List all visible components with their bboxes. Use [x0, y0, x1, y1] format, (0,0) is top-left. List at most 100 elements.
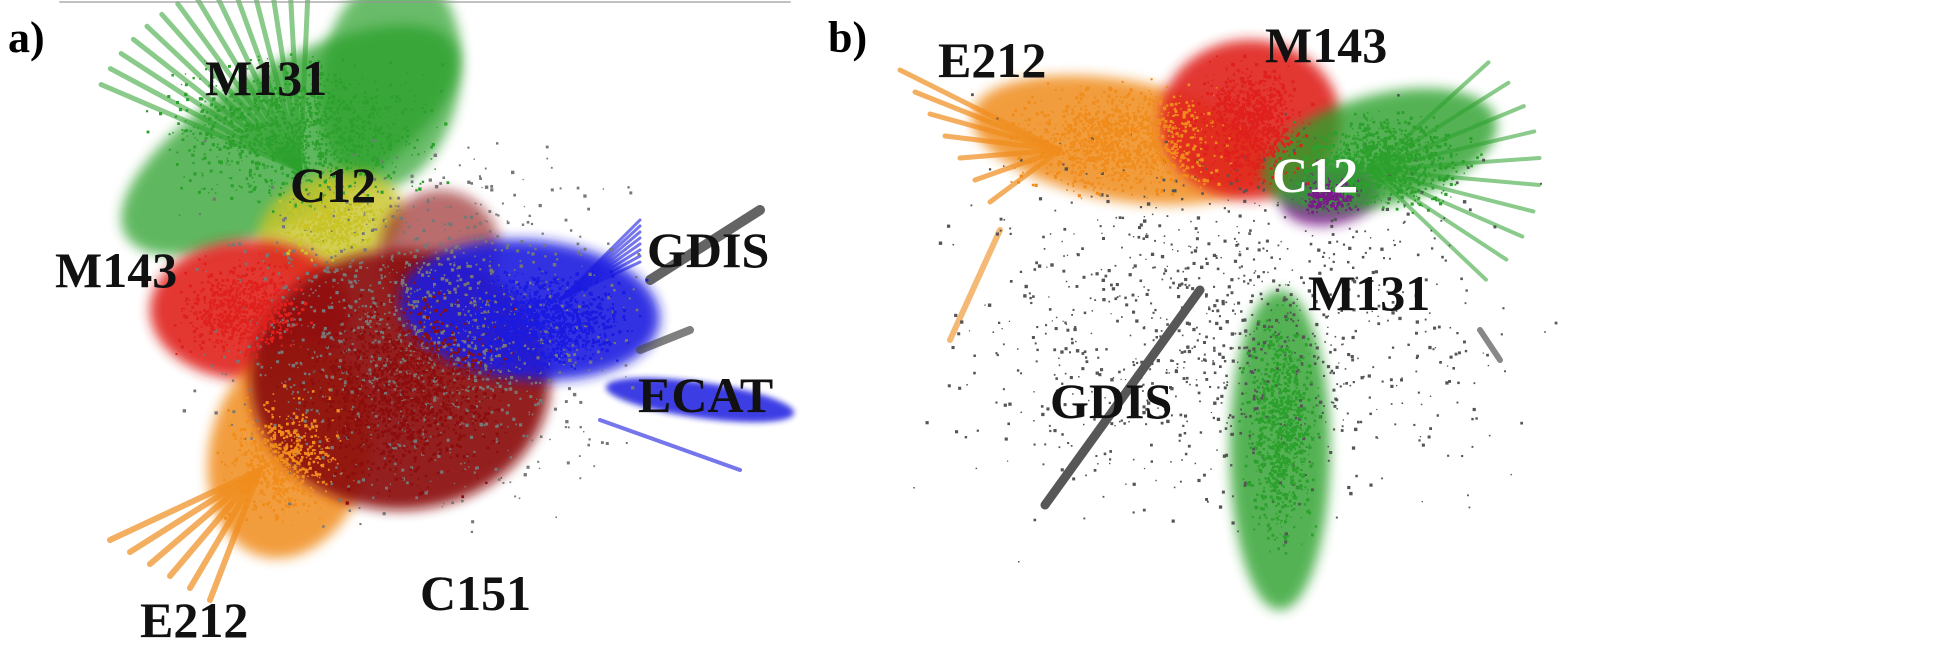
cluster-m131-point [269, 179, 273, 182]
cluster-e212-point [268, 472, 271, 475]
cluster-m143-point [255, 334, 258, 337]
cluster-m131-point [280, 187, 282, 189]
background-speck [494, 338, 497, 341]
cluster-m131-point [279, 107, 281, 109]
cluster-e212-point [319, 458, 321, 460]
cluster-m131-point [178, 214, 181, 216]
cluster-c12-point [309, 204, 311, 206]
cluster-m131-point [370, 97, 373, 100]
cluster-c12-point [335, 215, 338, 218]
background-speck [439, 321, 441, 323]
cluster-c12-point [325, 204, 329, 208]
background-speck [380, 330, 384, 335]
background-speck [580, 249, 583, 251]
background-speck [282, 225, 286, 229]
cluster-e212-point [311, 390, 315, 393]
background-speck [576, 242, 580, 246]
cluster-m131-point [430, 109, 434, 112]
cluster-e212-point [282, 436, 286, 440]
cluster-m131-point [172, 132, 174, 134]
cluster-e212-point [267, 470, 270, 473]
cluster-m131-point [253, 173, 256, 176]
cluster-c151-point [421, 325, 424, 329]
cluster-m131-point [235, 144, 238, 147]
cluster-m143-point [237, 319, 239, 321]
background-speck [384, 275, 387, 278]
background-speck [581, 265, 583, 267]
cluster-c151-point [415, 349, 418, 352]
cluster-c151-point [383, 368, 386, 371]
background-speck [464, 468, 467, 471]
cluster-e212-point [281, 496, 283, 499]
background-speck [279, 320, 282, 323]
cluster-m131-point [214, 121, 217, 124]
background-speck [530, 222, 534, 226]
cluster-c12-point [356, 221, 358, 223]
cluster-m131-point [295, 124, 299, 127]
background-speck [572, 392, 577, 397]
cluster-c12-point [303, 213, 307, 216]
background-speck [231, 379, 235, 382]
cluster-m131-point [300, 109, 303, 112]
background-speck [474, 255, 476, 258]
cluster-c151-point [428, 368, 430, 370]
cluster-c151-point [447, 424, 449, 426]
cluster-m131-point [219, 136, 222, 139]
background-speck [286, 319, 289, 323]
cluster-m143-point [246, 322, 249, 325]
background-speck [412, 305, 415, 308]
cluster-c151-point [395, 342, 397, 344]
cluster-m131-point [302, 129, 306, 133]
cluster-m131-point [254, 127, 258, 131]
background-speck [468, 375, 471, 378]
cluster-m131-point [416, 138, 419, 142]
cluster-e212-point [331, 419, 334, 422]
cluster-m131-point [268, 144, 272, 148]
cluster-e212-point [232, 432, 236, 436]
cluster-m131-point [295, 166, 299, 169]
background-speck [410, 466, 414, 470]
cluster-c151-point [435, 344, 438, 347]
cluster-m131-point [287, 142, 289, 145]
cluster-c151-point [310, 378, 313, 382]
cluster-m143-point [227, 318, 231, 322]
cluster-m131-point [231, 140, 235, 144]
cluster-m143-point [262, 272, 265, 275]
cluster-m131-point [210, 103, 214, 107]
cluster-m143-point [193, 299, 195, 301]
cluster-e212-point [224, 463, 227, 466]
background-speck [373, 177, 377, 181]
background-speck [467, 385, 471, 389]
cluster-c12-point [298, 244, 302, 247]
cluster-e212-point [245, 518, 249, 521]
background-speck [597, 335, 600, 339]
cluster-c12-point [316, 218, 319, 221]
cluster-e212-point [252, 440, 256, 444]
background-speck [635, 276, 638, 279]
cluster-c12-point [340, 236, 343, 239]
cluster-e212-point [223, 479, 226, 481]
background-speck [490, 272, 493, 275]
background-speck [421, 256, 424, 258]
cluster-c12-point [337, 211, 340, 213]
background-speck [281, 295, 285, 299]
cluster-m131-point [293, 93, 297, 97]
background-speck [457, 406, 460, 409]
cluster-m143-point [200, 325, 203, 328]
cluster-m131-point [351, 129, 355, 133]
background-speck [453, 265, 455, 267]
cluster-c151-point [458, 445, 462, 449]
cluster-e212-point [276, 476, 279, 479]
cluster-m143-point [249, 316, 251, 318]
cluster-m143-point [265, 308, 269, 311]
cluster-m131-point [356, 126, 359, 129]
background-speck [370, 433, 373, 436]
cluster-e212-point [288, 487, 291, 489]
cluster-m131-point [305, 98, 308, 100]
cluster-m143-point [255, 315, 258, 317]
cluster-c12-point [304, 212, 306, 215]
cluster-m143-point [238, 288, 240, 290]
background-speck [354, 196, 357, 199]
background-speck [352, 405, 355, 408]
cluster-c151-point [334, 359, 338, 363]
